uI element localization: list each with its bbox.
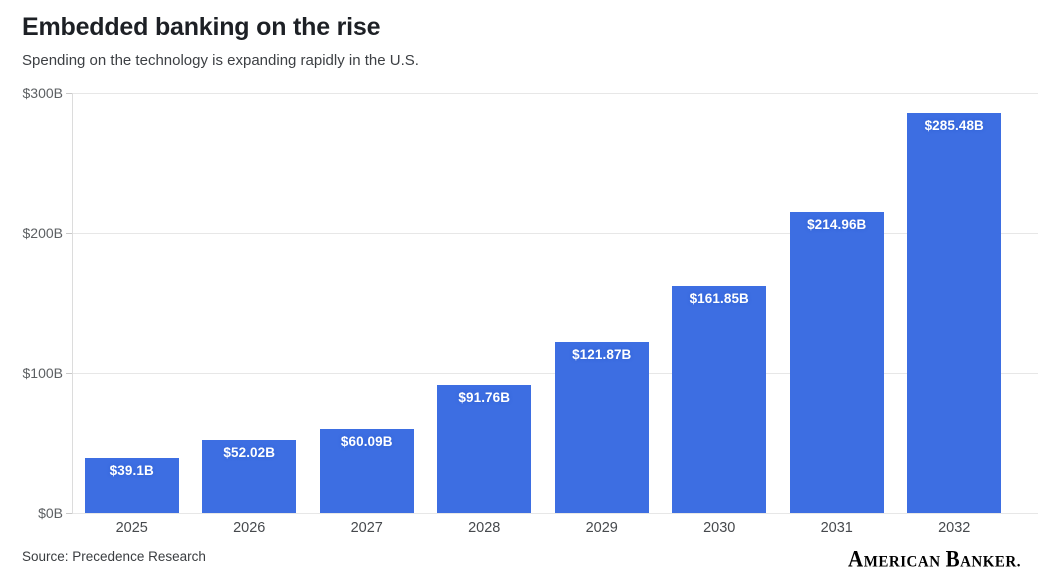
bar-2028: $91.76B: [437, 384, 532, 513]
bar-slot: $39.1B: [73, 93, 191, 513]
source-credit: Source: Precedence Research: [22, 549, 206, 564]
bar-value-label: $214.96B: [807, 217, 867, 233]
x-tick-label: 2030: [703, 520, 736, 536]
y-tick-label: $200B: [22, 225, 63, 241]
bar-2027: $60.09B: [319, 428, 414, 513]
gridline: [72, 513, 1038, 514]
y-tick-mark: [66, 233, 72, 234]
y-tick-label: $300B: [22, 85, 63, 101]
bar-value-label: $285.48B: [924, 118, 984, 134]
y-tick-label: $0B: [38, 505, 63, 521]
y-tick-label: $100B: [22, 365, 63, 381]
y-axis-line: [72, 93, 73, 514]
x-tick-label: 2032: [938, 520, 971, 536]
bar-slot: $121.87B: [543, 93, 661, 513]
chart-title: Embedded banking on the rise: [22, 13, 381, 41]
x-tick-label: 2027: [350, 520, 383, 536]
logo-word: AMERICAN: [848, 546, 941, 572]
bar-2030: $161.85B: [672, 286, 767, 513]
y-tick-mark: [66, 513, 72, 514]
y-tick-mark: [66, 373, 72, 374]
gridline: [72, 233, 1038, 234]
bar-2031: $214.96B: [789, 212, 884, 513]
logo-word: BANKER.: [945, 546, 1021, 572]
bar-value-label: $91.76B: [458, 389, 511, 405]
bar-slot: $214.96B: [778, 93, 896, 513]
bar-slot: $285.48B: [896, 93, 1014, 513]
chart-subtitle: Spending on the technology is expanding …: [22, 52, 419, 69]
bar-2026: $52.02B: [202, 440, 297, 513]
bar-2025: $39.1B: [84, 458, 179, 513]
bar-value-label: $121.87B: [572, 347, 632, 363]
bar-value-label: $39.1B: [109, 463, 154, 479]
bar-2032: $285.48B: [907, 113, 1002, 513]
bar-slot: $52.02B: [191, 93, 309, 513]
plot-area: $39.1B $52.02B $60.09B $91.76B $121.87B $161.…: [73, 93, 1013, 513]
bar-slot: $91.76B: [426, 93, 544, 513]
x-tick-label: 2025: [115, 520, 148, 536]
gridline: [72, 93, 1038, 94]
x-tick-label: 2031: [820, 520, 853, 536]
bar-slot: $161.85B: [661, 93, 779, 513]
bar-value-label: $60.09B: [340, 433, 393, 449]
x-tick-label: 2028: [468, 520, 501, 536]
x-tick-label: 2029: [585, 520, 618, 536]
bar-value-label: $52.02B: [223, 445, 276, 461]
x-tick-label: 2026: [233, 520, 266, 536]
bar-value-label: $161.85B: [689, 291, 749, 307]
x-axis: 2025 2026 2027 2028 2029 2030 2031 2032: [73, 520, 1013, 536]
american-banker-logo: AMERICAN BANKER.: [848, 546, 1021, 573]
y-tick-mark: [66, 93, 72, 94]
bar-slot: $60.09B: [308, 93, 426, 513]
bar-2029: $121.87B: [554, 342, 649, 513]
